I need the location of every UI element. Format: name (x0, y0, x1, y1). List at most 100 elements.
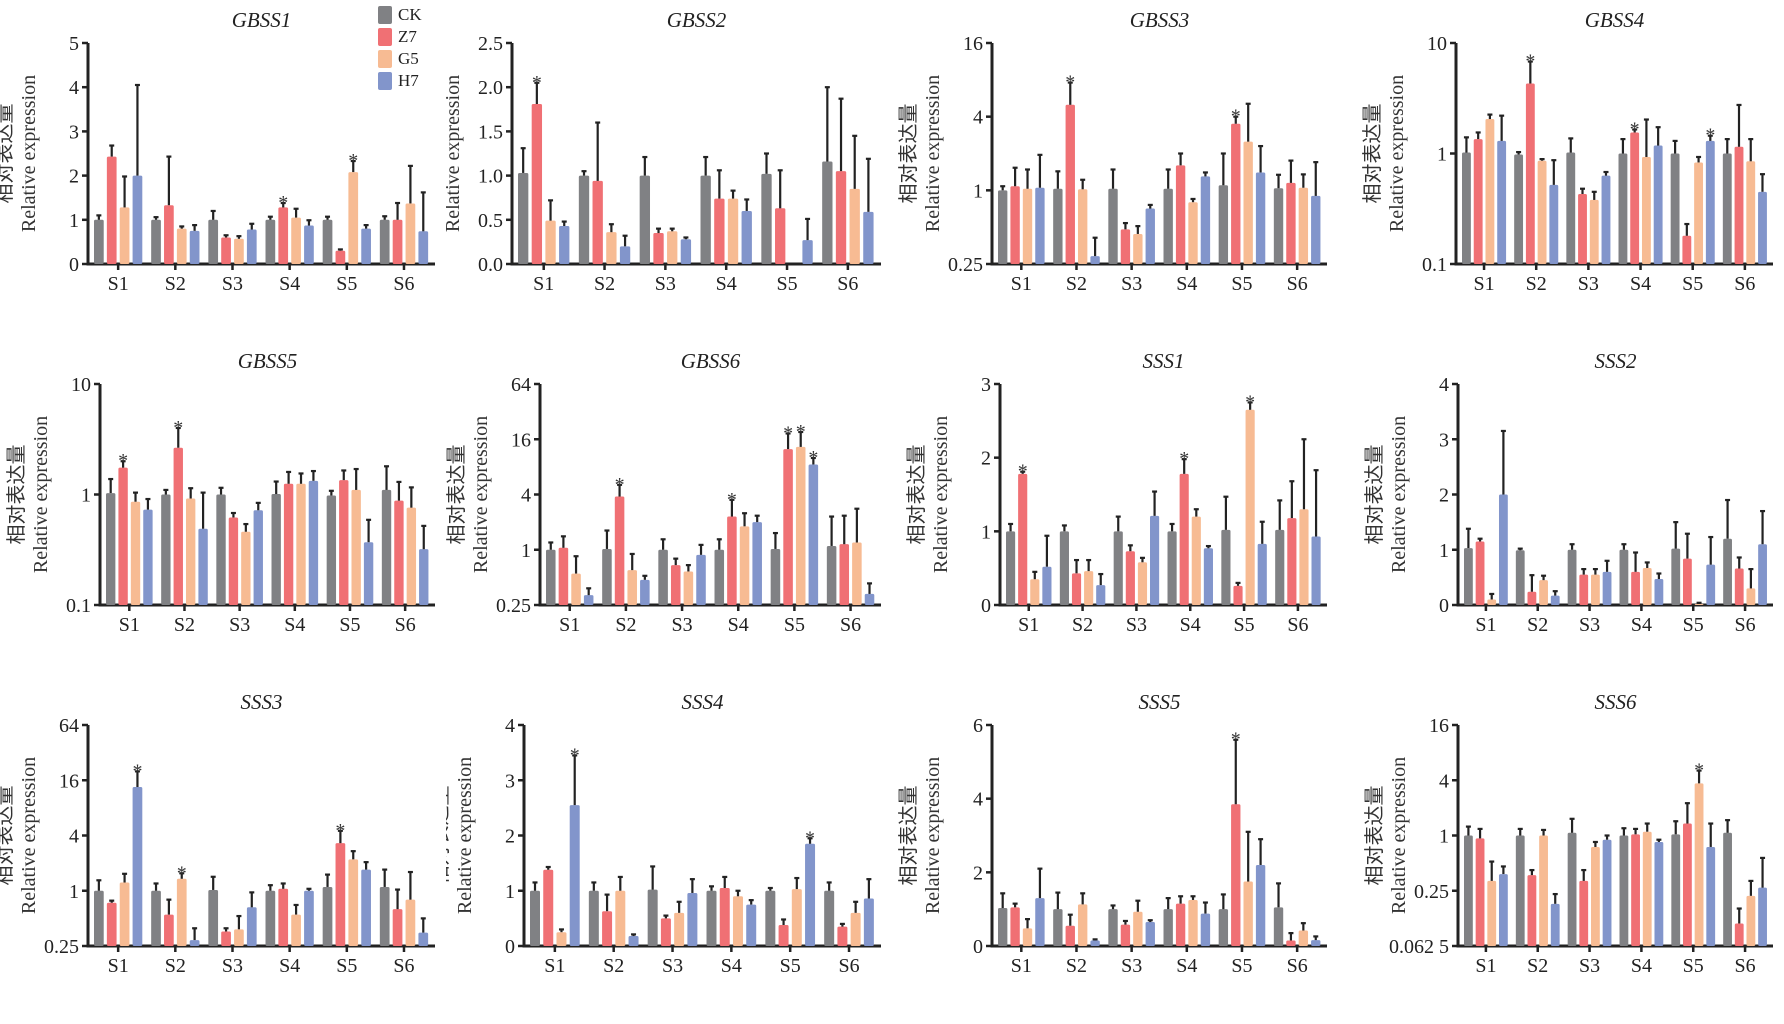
bar-ck-s4 (1163, 188, 1173, 264)
y-tick-label: 2 (973, 862, 983, 884)
bar-g5-s3 (683, 571, 694, 605)
x-tick-label: S1 (1475, 614, 1496, 636)
y-tick-label: 0 (505, 936, 515, 958)
bar-ck-s1 (998, 190, 1008, 264)
x-tick-label: S6 (1735, 614, 1756, 636)
bar-h7-s3 (1145, 208, 1155, 264)
chart-title: SSS1 (1143, 349, 1185, 373)
bar-ck-s1 (530, 890, 541, 946)
x-tick-label: S4 (1180, 614, 1201, 636)
bar-ck-s6 (1275, 529, 1285, 605)
bar-ck-s2 (151, 219, 161, 264)
x-tick-label: S4 (1176, 955, 1197, 977)
bar-h7-s6 (863, 211, 874, 264)
x-tick-label: S5 (1683, 955, 1704, 977)
bar-g5-s3 (667, 231, 678, 264)
bar-ck-s3 (1108, 909, 1118, 946)
bar-h7-s5 (808, 464, 819, 605)
y-axis-label-en: Relative expression (1386, 75, 1408, 232)
y-tick-label: 1 (69, 881, 79, 903)
chart-svg-gbss2: GBSS2相对表达量Relative expression0.00.51.01.… (446, 8, 881, 295)
bar-h7-s1 (132, 175, 143, 264)
bar-h7-s4 (1654, 841, 1664, 946)
significance-marker: * (1694, 760, 1704, 782)
bar-z7-s4 (1175, 903, 1186, 946)
bar-g5-s3 (234, 929, 244, 946)
bar-z7-s2 (164, 914, 174, 946)
bar-g5-s5 (1694, 162, 1704, 264)
y-tick-label: 4 (69, 826, 79, 848)
bar-g5-s4 (1188, 899, 1198, 946)
x-tick-label: S3 (1126, 614, 1147, 636)
bar-g5-s2 (176, 228, 187, 264)
bar-h7-s6 (1311, 195, 1321, 264)
bar-h7-s6 (418, 932, 429, 946)
x-tick-label: S5 (1234, 614, 1255, 636)
bar-ck-s6 (1273, 907, 1284, 946)
bar-z7-s2 (173, 447, 183, 605)
chart-svg-sss6: SSS6 相对表达量 Relative expression 0.062 5 0.25 1… (1363, 690, 1773, 977)
y-axis-label-cn: 相对表达量 (5, 445, 28, 545)
bar-ck-s2 (1515, 550, 1525, 605)
x-tick-label: S5 (1682, 273, 1703, 295)
chart-svg-gbss5: GBSS5 相对表达量 Relative expression 0.1 1 10 S1 * S2… (5, 349, 435, 636)
bar-ck-s3 (1113, 531, 1123, 605)
bar-ck-s3 (1567, 832, 1577, 946)
bar-z7-s6 (835, 171, 847, 264)
bar-z7-s5 (775, 208, 786, 264)
chart-panel-sss2: SSS2 相对表达量 Relative expression 0 1 2 3 4 S1 S2 S3 S… (1338, 339, 1784, 680)
y-axis-label-cn: 相对表达量 (446, 786, 452, 886)
bar-h7-s3 (246, 229, 257, 264)
y-tick-label: 0.25 (948, 254, 983, 276)
bar-ck-s6 (381, 489, 392, 605)
bar-h7-s3 (696, 554, 706, 605)
bar-z7-s4 (727, 516, 737, 605)
y-tick-label: 4 (505, 715, 515, 737)
bar-h7-s3 (253, 510, 263, 605)
significance-marker: * (1231, 106, 1241, 128)
x-tick-label: S1 (108, 955, 129, 977)
bar-g5-s6 (850, 912, 861, 946)
x-tick-label: S2 (174, 614, 195, 636)
bar-z7-s4 (1630, 132, 1640, 264)
x-tick-label: S1 (1018, 614, 1039, 636)
bar-g5-s2 (1084, 571, 1094, 605)
legend-swatch-g5 (378, 50, 392, 68)
legend-label-ck: CK (398, 5, 422, 24)
bar-z7-s6 (1286, 182, 1296, 264)
bar-z7-s2 (1527, 875, 1537, 946)
bar-ck-s1 (106, 493, 116, 605)
significance-marker: * (348, 150, 358, 172)
bar-z7-s3 (1579, 574, 1589, 605)
bar-z7-s3 (653, 233, 664, 264)
x-tick-label: S3 (1578, 273, 1599, 295)
chart-svg-sss1: SSS1 相对表达量 Relative expression 0 1 2 3 S1 * S2 S3 S… (905, 349, 1327, 636)
bar-z7-s6 (1734, 923, 1744, 946)
bar-g5-s2 (606, 232, 617, 264)
bar-h7-s4 (1653, 145, 1663, 264)
significance-marker: * (1018, 461, 1028, 483)
bar-ck-s1 (1464, 835, 1473, 946)
y-tick-label: 16 (963, 33, 983, 55)
x-tick-label: S2 (1527, 955, 1548, 977)
y-axis-label-en: Relative expression (1388, 757, 1410, 914)
significance-marker: * (615, 474, 625, 496)
bar-z7-s1 (1018, 473, 1028, 605)
legend-item-ck: CK (378, 4, 422, 26)
x-tick-label: S6 (1287, 955, 1308, 977)
bar-z7-s3 (1579, 880, 1589, 946)
bar-g5-s2 (1077, 189, 1088, 264)
bar-h7-s6 (419, 549, 429, 605)
y-tick-label: 1.5 (478, 121, 503, 143)
bar-ck-s3 (658, 549, 668, 605)
y-axis-label-en: Relative expression (30, 416, 52, 573)
y-tick-label: 1 (1437, 144, 1447, 166)
x-tick-label: S4 (721, 955, 742, 977)
x-tick-label: S2 (165, 273, 186, 295)
bar-z7-s4 (714, 198, 725, 264)
bar-z7-s2 (614, 496, 625, 605)
bar-h7-s5 (361, 869, 371, 946)
chart-title: GBSS4 (1585, 8, 1645, 32)
x-tick-label: S1 (108, 273, 129, 295)
y-tick-label: 4 (1439, 374, 1449, 396)
